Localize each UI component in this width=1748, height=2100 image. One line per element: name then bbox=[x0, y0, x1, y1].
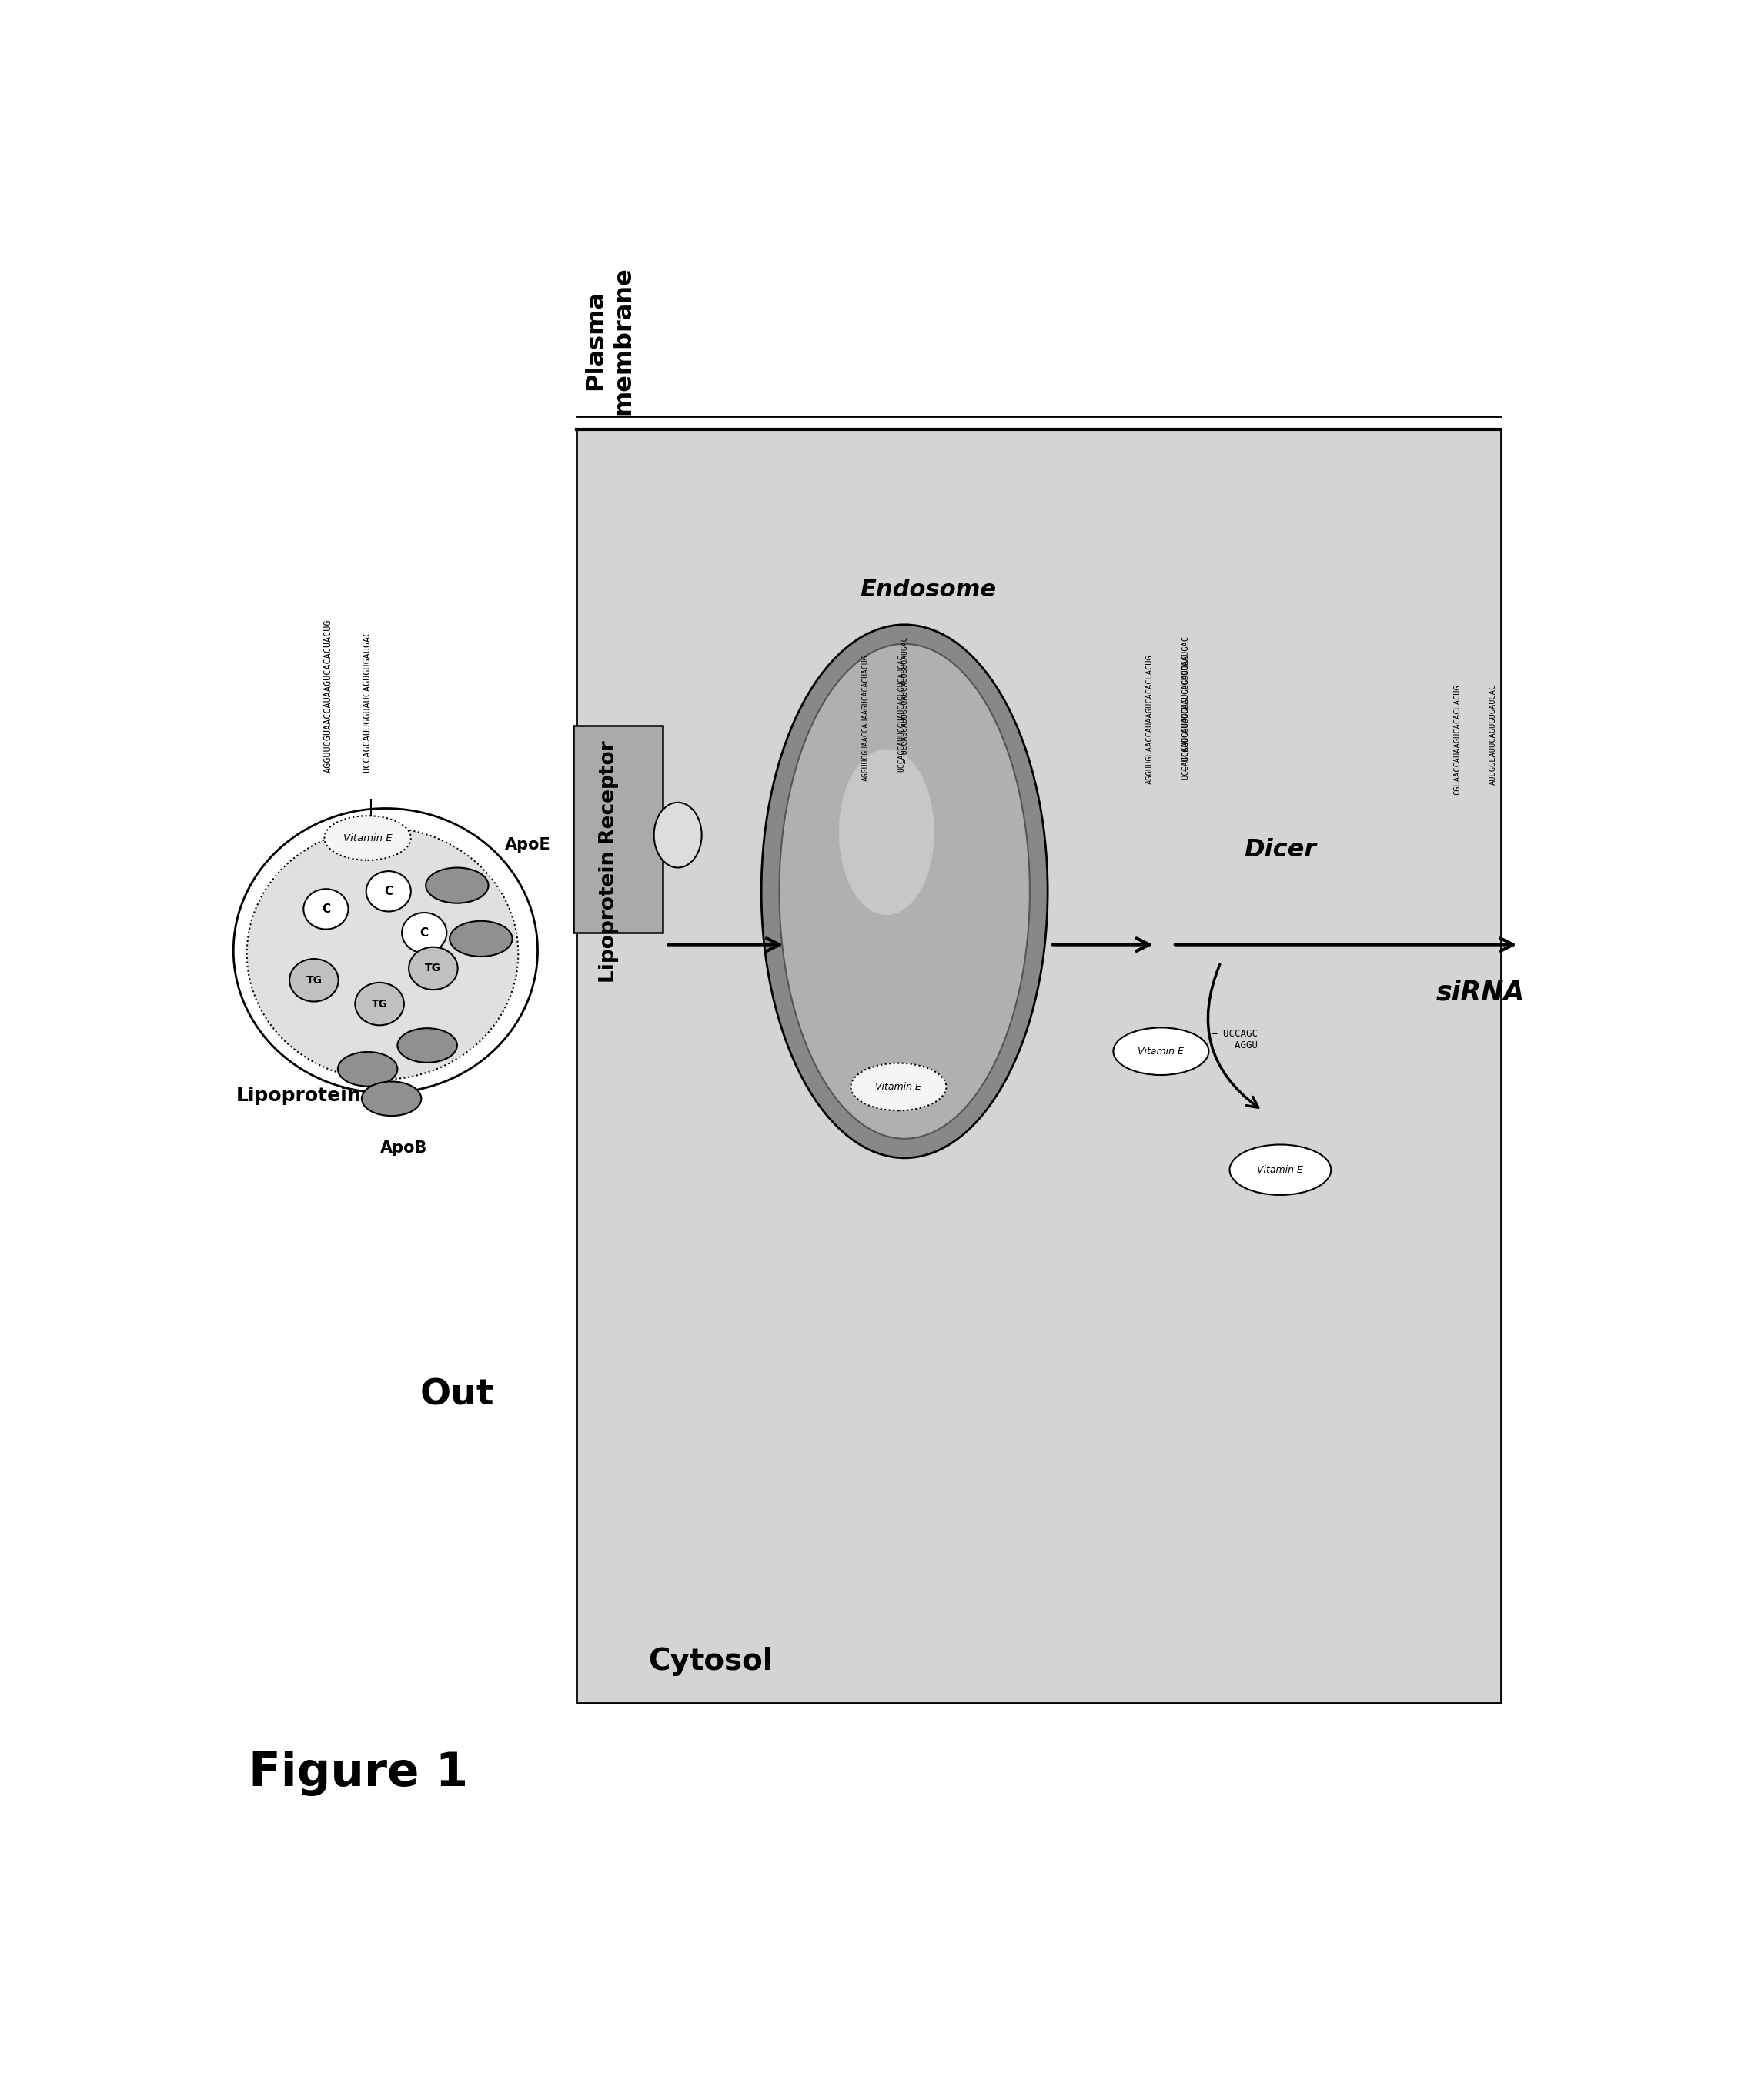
Text: UCCAGCAUUGGUAUCAGUGUGAUGAC: UCCAGCAUUGGUAUCAGUGUGAUGAC bbox=[1182, 655, 1190, 779]
Text: Lipoprotein: Lipoprotein bbox=[236, 1088, 362, 1105]
Text: Vitamin E: Vitamin E bbox=[876, 1082, 921, 1092]
Bar bbox=[577, 428, 1502, 1703]
Ellipse shape bbox=[290, 960, 339, 1002]
Ellipse shape bbox=[365, 871, 411, 911]
Text: AGGUUCGUAACCAUAAGUCACACUACUG: AGGUUCGUAACCAUAAGUCACACUACUG bbox=[323, 620, 332, 773]
Ellipse shape bbox=[851, 1063, 946, 1111]
Ellipse shape bbox=[234, 808, 538, 1092]
Ellipse shape bbox=[839, 750, 935, 916]
Ellipse shape bbox=[337, 1052, 397, 1086]
Text: C: C bbox=[385, 886, 393, 897]
Text: Cytosol: Cytosol bbox=[649, 1646, 773, 1676]
Text: Vitamin E: Vitamin E bbox=[343, 834, 392, 842]
Text: CGUAACCAUAAGUCACACUACUG: CGUAACCAUAAGUCACACUACUG bbox=[1453, 685, 1461, 794]
Text: — UCCAGCAUUGGUAUCAGUGUGAUGAC: — UCCAGCAUUGGUAUCAGUGUGAUGAC bbox=[1182, 636, 1190, 771]
Text: siRNA: siRNA bbox=[1437, 979, 1524, 1006]
Text: TG: TG bbox=[372, 997, 388, 1010]
Ellipse shape bbox=[246, 827, 517, 1079]
Bar bbox=[577, 428, 1502, 1703]
Ellipse shape bbox=[762, 624, 1047, 1157]
Text: ApoB: ApoB bbox=[379, 1140, 427, 1155]
Text: C: C bbox=[420, 926, 428, 939]
Ellipse shape bbox=[780, 645, 1030, 1138]
Text: ApoE: ApoE bbox=[505, 838, 551, 853]
Text: AGGUUCGUAACCAUAAGUCACACUACUG: AGGUUCGUAACCAUAAGUCACACUACUG bbox=[862, 655, 869, 781]
Ellipse shape bbox=[427, 867, 488, 903]
Text: Figure 1: Figure 1 bbox=[248, 1751, 468, 1796]
Text: Vitamin E: Vitamin E bbox=[1138, 1046, 1183, 1056]
Text: — UCCAGCAUUGGUAUCAGUGUGAUGAC: — UCCAGCAUUGGUAUCAGUGUGAUGAC bbox=[902, 636, 909, 762]
Ellipse shape bbox=[304, 888, 348, 930]
Text: C: C bbox=[322, 903, 330, 916]
Text: Dicer: Dicer bbox=[1245, 838, 1316, 861]
Text: Lipoprotein Receptor: Lipoprotein Receptor bbox=[600, 741, 619, 983]
Bar bbox=[573, 724, 662, 932]
Text: Vitamin E: Vitamin E bbox=[1257, 1166, 1304, 1174]
Ellipse shape bbox=[325, 815, 411, 861]
Text: Endosome: Endosome bbox=[860, 580, 996, 601]
Text: Plasma
membrane: Plasma membrane bbox=[584, 267, 635, 414]
Ellipse shape bbox=[402, 914, 447, 953]
Text: AGGUUGUAACCAUAAGUCACACUACUG: AGGUUGUAACCAUAAGUCACACUACUG bbox=[1147, 655, 1154, 783]
Ellipse shape bbox=[1229, 1144, 1330, 1195]
Text: — UCCAGC
    AGGU: — UCCAGC AGGU bbox=[1211, 1029, 1259, 1050]
Ellipse shape bbox=[1113, 1027, 1208, 1075]
Ellipse shape bbox=[362, 1082, 421, 1115]
Text: UCCAGCAUUGGUAUCAGUGUGAUGAC: UCCAGCAUUGGUAUCAGUGUGAUGAC bbox=[898, 655, 905, 773]
Text: TG: TG bbox=[425, 964, 440, 974]
Ellipse shape bbox=[355, 983, 404, 1025]
Ellipse shape bbox=[409, 947, 458, 989]
Ellipse shape bbox=[449, 922, 512, 956]
Text: TG: TG bbox=[306, 974, 322, 985]
Ellipse shape bbox=[397, 1029, 458, 1063]
Text: AUUGGLAUUCAGUGUGAUGAC: AUUGGLAUUCAGUGUGAUGAC bbox=[1489, 685, 1496, 785]
Text: UCCAGCAUUGGUAUCAGUGUGAUGAC: UCCAGCAUUGGUAUCAGUGUGAUGAC bbox=[362, 630, 372, 773]
Ellipse shape bbox=[654, 802, 701, 867]
Text: Out: Out bbox=[420, 1378, 495, 1413]
